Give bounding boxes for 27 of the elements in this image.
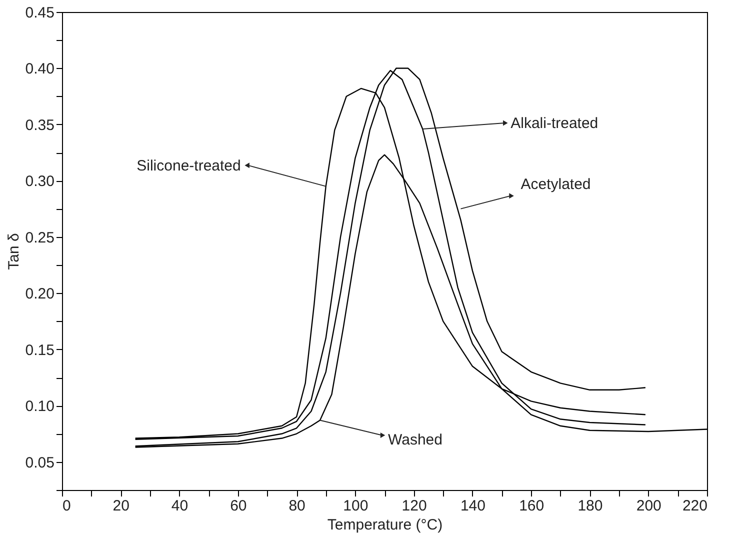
y-tick-label: 0.40: [25, 60, 54, 78]
y-tick-label: 0.25: [25, 229, 54, 246]
y-tick-label: 0.20: [25, 286, 54, 303]
x-tick-label: 100: [343, 498, 368, 514]
y-tick-label: 0.10: [25, 398, 54, 416]
x-tick-label: 40: [171, 498, 188, 514]
annotation: Acetylated: [520, 176, 591, 193]
x-tick-label: 80: [288, 498, 306, 514]
y-axis-title: Tan δ: [5, 233, 22, 270]
annotation: Alkali-treated: [510, 114, 598, 132]
x-tick-label: 20: [112, 498, 130, 514]
x-tick-label: 0: [62, 498, 71, 514]
x-tick-label: 160: [519, 498, 544, 514]
annotation: Silicone-treated: [136, 157, 241, 174]
x-tick-label: 220: [682, 498, 708, 514]
x-tick-label: 60: [230, 498, 247, 514]
x-tick-label: 200: [636, 498, 662, 514]
y-tick-label: 0.15: [25, 342, 54, 359]
x-tick-label: 180: [578, 498, 603, 514]
x-axis-title: Temperature (°C): [327, 516, 443, 534]
y-tick-label: 0.05: [25, 454, 54, 472]
y-tick-label: 0.35: [25, 116, 54, 134]
annotation: Washed: [388, 431, 442, 448]
y-tick-label: 0.45: [25, 4, 54, 22]
y-tick-label: 0.30: [25, 173, 54, 190]
x-tick-label: 120: [402, 498, 427, 514]
x-tick-label: 140: [460, 498, 486, 514]
